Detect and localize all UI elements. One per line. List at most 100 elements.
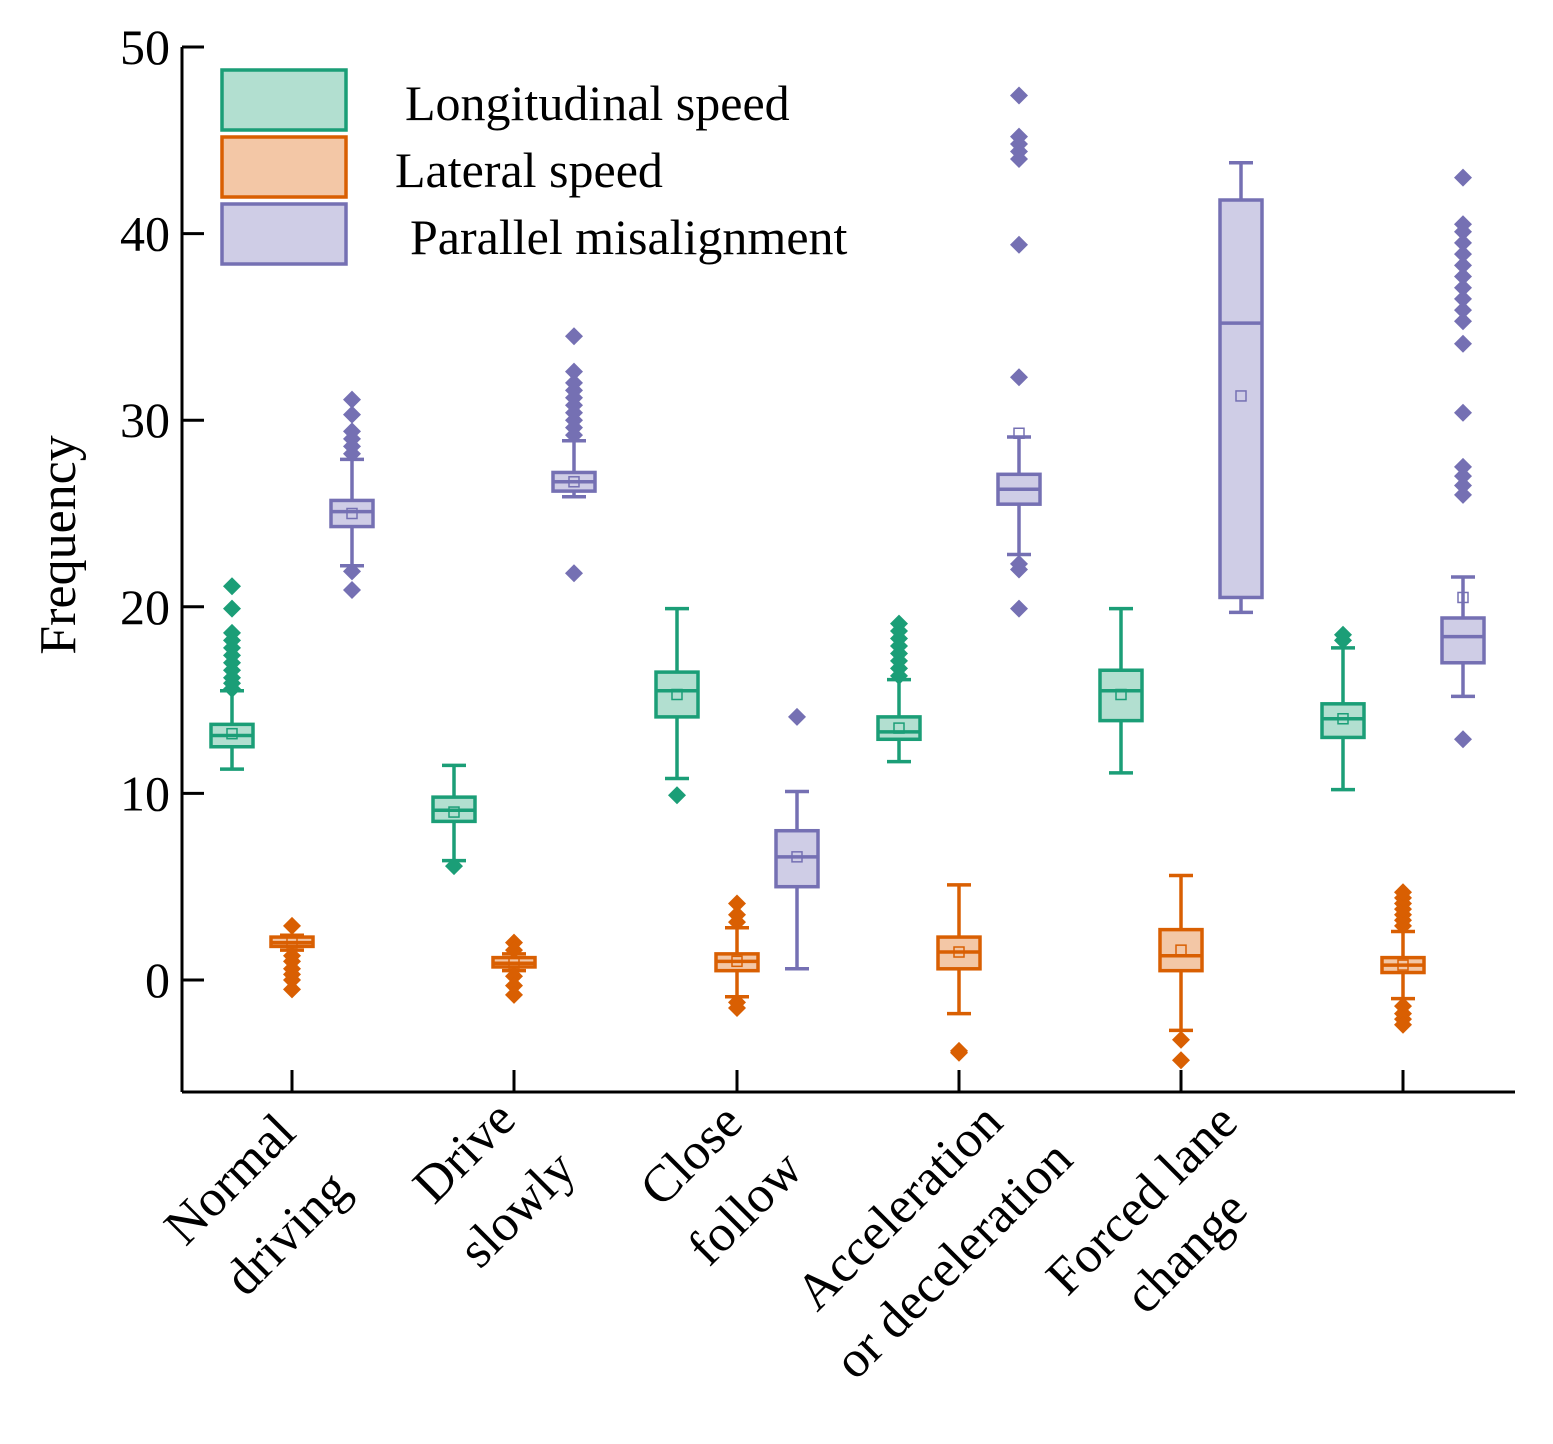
outlier-point xyxy=(1454,168,1472,187)
box-2-3 xyxy=(996,86,1042,618)
outlier-point xyxy=(343,405,361,424)
box-1-3 xyxy=(936,883,982,1062)
outlier-point xyxy=(1010,127,1028,146)
outlier-point xyxy=(505,967,523,986)
mean-marker xyxy=(1175,944,1187,956)
legend-label: Parallel misalignment xyxy=(410,209,848,265)
outlier-point xyxy=(1454,301,1472,320)
outlier-point xyxy=(1454,215,1472,234)
outlier-point xyxy=(1454,312,1472,331)
outlier-point xyxy=(223,599,241,618)
outlier-point xyxy=(505,941,523,960)
box-iqr xyxy=(654,670,700,719)
outlier-point xyxy=(728,905,746,924)
outlier-point xyxy=(1010,560,1028,579)
box-0-0 xyxy=(209,577,255,771)
box-2-1 xyxy=(551,327,597,583)
outlier-point xyxy=(1454,267,1472,286)
outlier-point xyxy=(283,916,301,935)
legend-swatch xyxy=(220,135,348,199)
box-2-4 xyxy=(1218,160,1264,615)
outlier-point xyxy=(1394,1015,1412,1034)
legend-label: Lateral speed xyxy=(395,142,663,198)
outlier-point xyxy=(565,564,583,583)
outlier-point xyxy=(565,327,583,346)
outlier-point xyxy=(1454,476,1472,495)
mean-marker xyxy=(1337,713,1349,725)
outlier-point xyxy=(1454,245,1472,264)
outlier-point xyxy=(1454,457,1472,476)
mean-marker xyxy=(1235,390,1247,402)
box-2-0 xyxy=(329,390,375,600)
y-tick-label: 0 xyxy=(145,952,170,1008)
outlier-point xyxy=(565,373,583,392)
outlier-point xyxy=(1394,883,1412,902)
mean-marker xyxy=(791,851,803,863)
box-iqr xyxy=(1218,198,1264,600)
outlier-point xyxy=(788,707,806,726)
outlier-point xyxy=(343,422,361,441)
outlier-point xyxy=(728,998,746,1017)
outlier-point xyxy=(343,581,361,600)
legend: Longitudinal speed Lateral speed Parallel … xyxy=(220,68,848,266)
box-iqr xyxy=(774,828,820,889)
y-tick-label: 50 xyxy=(120,19,170,75)
box-1-2 xyxy=(714,894,760,1017)
outlier-point xyxy=(1010,86,1028,105)
mean-marker xyxy=(1457,591,1469,604)
legend-label: Longitudinal speed xyxy=(405,75,790,131)
boxes xyxy=(209,86,1486,1070)
outlier-point xyxy=(1010,235,1028,254)
outlier-point xyxy=(223,623,241,642)
outlier-point xyxy=(1172,1030,1190,1049)
box-2-5 xyxy=(1440,168,1486,749)
y-tick-label: 20 xyxy=(120,579,170,635)
outlier-point xyxy=(505,976,523,995)
outlier-point xyxy=(1454,334,1472,353)
outlier-point xyxy=(1454,403,1472,422)
y-axis-label: Frequency xyxy=(30,435,87,654)
box-iqr xyxy=(1320,702,1366,740)
y-tick-label: 10 xyxy=(120,765,170,821)
outlier-point xyxy=(283,980,301,999)
mean-marker xyxy=(731,955,743,968)
box-iqr xyxy=(329,498,375,529)
box-2-2 xyxy=(774,707,820,971)
outlier-point xyxy=(343,390,361,409)
legend-swatch xyxy=(220,68,348,132)
box-1-5 xyxy=(1380,883,1426,1034)
mean-marker xyxy=(1115,688,1127,701)
box-1-0 xyxy=(269,916,315,999)
legend-swatch xyxy=(220,202,348,266)
outlier-point xyxy=(728,894,746,913)
mean-marker xyxy=(953,946,965,958)
outlier-point xyxy=(668,786,686,805)
outlier-point xyxy=(890,614,908,633)
mean-marker xyxy=(346,507,358,520)
box-1-4 xyxy=(1158,873,1204,1070)
mean-marker xyxy=(448,806,460,818)
y-tick-label: 30 xyxy=(120,392,170,448)
outlier-point xyxy=(1334,625,1352,644)
mean-marker xyxy=(1397,959,1409,971)
outlier-point xyxy=(1010,368,1028,387)
box-iqr xyxy=(876,715,922,742)
mean-marker xyxy=(568,476,580,488)
outlier-point xyxy=(1454,278,1472,297)
box-0-2 xyxy=(654,606,700,805)
outlier-point xyxy=(950,1043,968,1062)
outlier-point xyxy=(223,577,241,596)
outlier-point xyxy=(1454,256,1472,275)
outlier-point xyxy=(565,362,583,381)
outlier-point xyxy=(445,857,463,876)
outlier-point xyxy=(1172,1051,1190,1070)
outlier-point xyxy=(1454,467,1472,486)
mean-marker xyxy=(671,688,683,701)
mean-marker xyxy=(893,722,905,734)
box-0-3 xyxy=(876,614,922,764)
outlier-point xyxy=(1454,289,1472,308)
mean-marker xyxy=(1013,427,1025,440)
outlier-point xyxy=(505,985,523,1004)
y-tick-label: 40 xyxy=(120,206,170,262)
